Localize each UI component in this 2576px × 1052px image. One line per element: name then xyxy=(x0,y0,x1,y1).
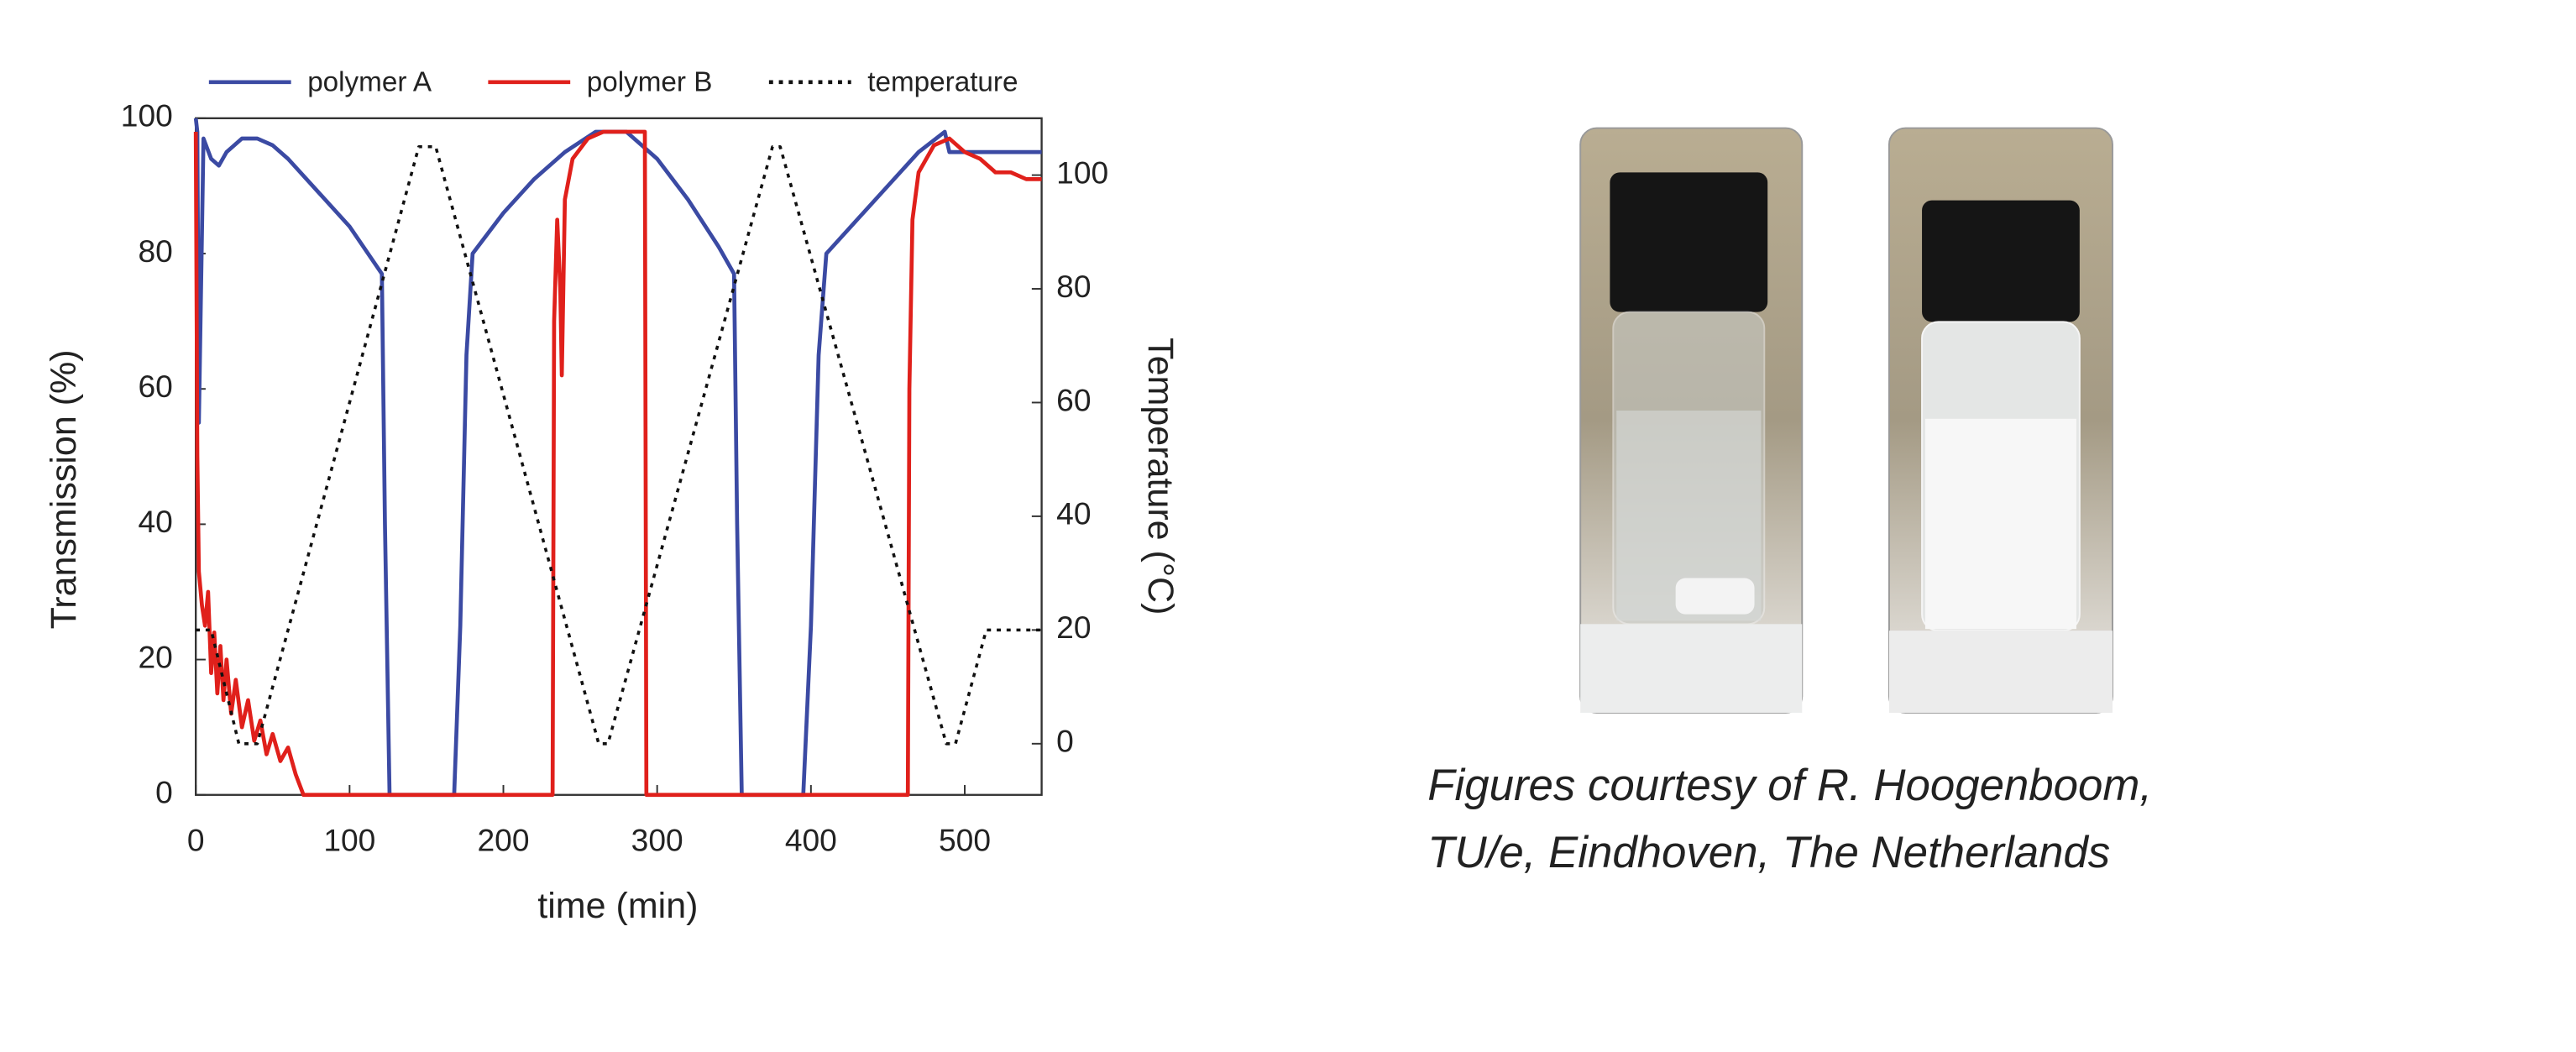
y-tick-label: 0 xyxy=(155,775,173,810)
x-tick-label: 300 xyxy=(631,822,683,857)
x-tick-label: 0 xyxy=(187,822,205,857)
series-line xyxy=(193,118,1042,798)
legend-label: polymer B xyxy=(587,67,713,98)
x-tick-label: 500 xyxy=(939,822,991,857)
x-axis-title: time (min) xyxy=(537,886,698,926)
y2-tick-label: 60 xyxy=(1056,382,1091,417)
x-tick-label: 200 xyxy=(478,822,530,857)
y2-tick-label: 100 xyxy=(1056,154,1108,190)
y-tick-label: 60 xyxy=(138,369,172,404)
y-tick-label: 40 xyxy=(138,504,172,539)
y2-tick-label: 80 xyxy=(1056,269,1091,304)
legend-label: temperature xyxy=(867,67,1018,98)
caption: Figures courtesy of R. Hoogenboom, xyxy=(1427,761,2152,810)
y-tick-label: 80 xyxy=(138,233,172,269)
plot-frame xyxy=(195,117,1043,796)
y-tick-label: 20 xyxy=(138,639,172,674)
y2-tick-label: 0 xyxy=(1056,724,1074,759)
legend-label: polymer A xyxy=(307,67,432,98)
series-line xyxy=(193,129,1042,798)
y2-axis-title: Temperature (°C) xyxy=(1140,338,1181,615)
x-tick-label: 100 xyxy=(323,822,375,857)
caption: TU/e, Eindhoven, The Netherlands xyxy=(1427,828,2110,877)
y-axis-title: Transmission (%) xyxy=(44,349,84,629)
y-tick-label: 100 xyxy=(121,98,173,133)
x-tick-label: 400 xyxy=(785,822,837,857)
y2-tick-label: 20 xyxy=(1056,610,1091,645)
y2-tick-label: 40 xyxy=(1056,496,1091,531)
series-line xyxy=(196,144,1042,746)
photo xyxy=(1579,127,2113,714)
